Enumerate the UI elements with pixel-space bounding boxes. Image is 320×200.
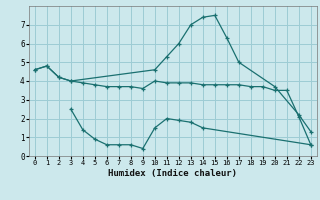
X-axis label: Humidex (Indice chaleur): Humidex (Indice chaleur) bbox=[108, 169, 237, 178]
